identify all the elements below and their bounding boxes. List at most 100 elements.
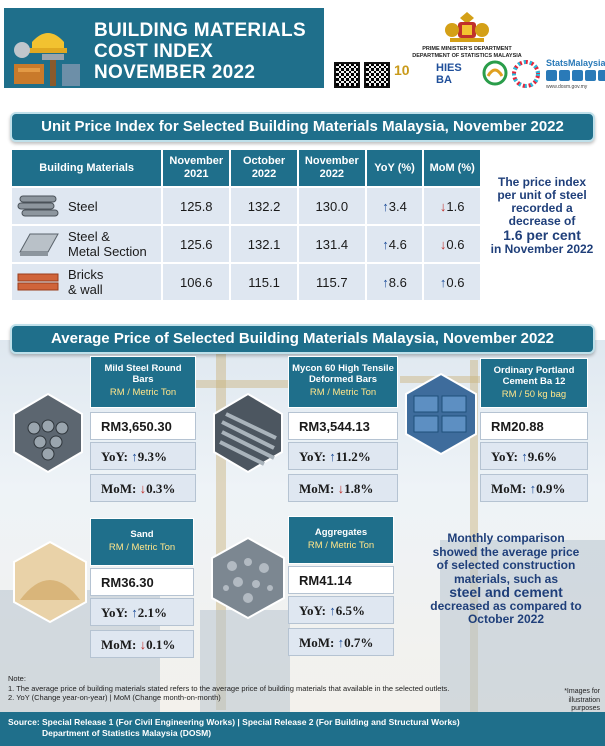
column-header: MoM (%) — [424, 150, 480, 186]
qr-code-icon[interactable] — [334, 62, 360, 88]
price-cement: RM20.88 — [480, 412, 588, 440]
mom-cement: MoM: ↑0.9% — [480, 474, 588, 502]
header: BUILDING MATERIALS COST INDEX NOVEMBER 2… — [0, 0, 605, 92]
coat-of-arms-icon — [445, 12, 489, 42]
mom-sand: MoM: ↓0.1% — [90, 630, 194, 658]
value-cell: 131.4 — [298, 226, 365, 262]
yoy-aggregates: YoY: ↑6.5% — [288, 596, 394, 624]
steel-summary-note: The price index per unit of steel record… — [490, 175, 594, 256]
yoy-sand: YoY: ↑2.1% — [90, 598, 194, 626]
monthly-comparison-note: Monthly comparison showed the average pr… — [430, 531, 582, 626]
material-cell: Bricks & wall — [12, 264, 162, 300]
price-sand: RM36.30 — [90, 568, 194, 596]
up-arrow-icon: ↑ — [329, 449, 336, 464]
section-title-average-price: Average Price of Selected Building Mater… — [10, 324, 595, 354]
anniversary-logo: 10 — [394, 62, 410, 78]
value-cell: 132.1 — [231, 226, 297, 262]
card-title-aggregates: Aggregates RM / Metric Ton — [288, 516, 394, 564]
yoy-cell: ↑8.6 — [366, 264, 423, 300]
yoy-cell: ↑4.6 — [366, 226, 423, 262]
title-line-2: COST INDEX — [94, 41, 214, 62]
bricks-icon — [17, 273, 59, 291]
table-row: Steel 125.8 132.2 130.0 ↑3.4 ↓1.6 — [12, 188, 480, 224]
card-title-sand: Sand RM / Metric Ton — [90, 518, 194, 566]
up-arrow-icon: ↑ — [521, 449, 528, 464]
table-row: Bricks & wall 106.6 115.1 115.7 ↑8.6 ↑0.6 — [12, 264, 480, 300]
up-arrow-icon: ↑ — [529, 481, 537, 496]
title-line-3: NOVEMBER 2022 — [94, 62, 256, 83]
yoy-mycon-60: YoY: ↑11.2% — [288, 442, 398, 470]
down-arrow-icon: ↓ — [139, 481, 147, 496]
mom-cell: ↓1.6 — [424, 188, 480, 224]
aggregates-photo — [211, 536, 285, 620]
yoy-cell: ↑3.4 — [366, 188, 423, 224]
up-arrow-icon: ↑ — [329, 603, 336, 618]
social-icons — [546, 70, 605, 81]
steel-bars-photo — [13, 392, 83, 474]
title-band: BUILDING MATERIALS COST INDEX NOVEMBER 2… — [4, 8, 324, 88]
tiktok-icon[interactable] — [598, 70, 605, 81]
metal-sheet-icon — [19, 233, 59, 256]
instagram-icon[interactable] — [559, 70, 570, 81]
column-header: November 2022 — [298, 150, 365, 186]
youtube-icon[interactable] — [585, 70, 596, 81]
value-cell: 130.0 — [298, 188, 365, 224]
column-header: October 2022 — [231, 150, 297, 186]
up-arrow-icon: ↑ — [382, 236, 389, 252]
sdg-wheel-icon — [512, 60, 540, 88]
yoy-cement: YoY: ↑9.6% — [480, 442, 588, 470]
mom-cell: ↓0.6 — [424, 226, 480, 262]
website-link[interactable]: www.dosm.gov.my — [546, 84, 588, 90]
value-cell: 115.7 — [298, 264, 365, 300]
mom-mycon-60: MoM: ↓1.8% — [288, 474, 398, 502]
table-row: Steel & Metal Section 125.6 132.1 131.4 ↑… — [12, 226, 480, 262]
up-arrow-icon: ↑ — [439, 274, 447, 290]
price-index-table: Building Materials November 2021 October… — [10, 148, 482, 302]
department-name: PRIME MINISTER'S DEPARTMENT DEPARTMENT O… — [412, 46, 522, 59]
up-arrow-icon: ↑ — [382, 274, 389, 290]
value-cell: 132.2 — [231, 188, 297, 224]
infographic-title: BUILDING MATERIALS COST INDEX NOVEMBER 2… — [94, 20, 306, 83]
price-mycon-60: RM3,544.13 — [288, 412, 398, 440]
up-arrow-icon: ↑ — [382, 198, 389, 214]
deformed-bars-photo — [213, 392, 283, 474]
image-disclaimer: *Images for illustration purposes — [564, 688, 600, 712]
logo-area: PRIME MINISTER'S DEPARTMENT DEPARTMENT O… — [332, 6, 605, 90]
hies-ba-logo: HIES BA — [436, 62, 462, 86]
mom-mild-steel: MoM: ↓0.3% — [90, 474, 196, 502]
value-cell: 125.8 — [163, 188, 230, 224]
down-arrow-icon: ↓ — [337, 481, 345, 496]
steel-pipes-icon — [17, 195, 59, 217]
construction-tools-icon — [14, 33, 80, 86]
section-title-index: Unit Price Index for Selected Building M… — [10, 112, 595, 142]
price-mild-steel: RM3,650.30 — [90, 412, 196, 440]
down-arrow-icon: ↓ — [439, 198, 447, 214]
value-cell: 125.6 — [163, 226, 230, 262]
material-cell: Steel & Metal Section — [12, 226, 162, 262]
qr-code-icon[interactable] — [364, 62, 390, 88]
value-cell: 106.6 — [163, 264, 230, 300]
twitter-icon[interactable] — [572, 70, 583, 81]
card-title-mycon-60: Mycon 60 High Tensile Deformed Bars RM /… — [288, 356, 398, 408]
cement-bags-photo — [405, 372, 477, 456]
column-header: November 2021 — [163, 150, 230, 186]
title-line-1: BUILDING MATERIALS — [94, 20, 306, 41]
footnotes: Note: 1. The average price of building m… — [8, 674, 450, 702]
material-cell: Steel — [12, 188, 162, 224]
up-arrow-icon: ↑ — [131, 449, 138, 464]
source-footer: Source: Special Release 1 (For Civil Eng… — [0, 712, 605, 746]
value-cell: 115.1 — [231, 264, 297, 300]
table-header-row: Building Materials November 2021 October… — [12, 150, 480, 186]
mom-aggregates: MoM: ↑0.7% — [288, 628, 394, 656]
column-header: Building Materials — [12, 150, 162, 186]
down-arrow-icon: ↓ — [139, 637, 147, 652]
card-title-mild-steel: Mild Steel Round Bars RM / Metric Ton — [90, 356, 196, 408]
census-logo-icon — [482, 60, 508, 86]
stats-malaysia-brand: StatsMalaysia — [546, 58, 605, 68]
up-arrow-icon: ↑ — [131, 605, 138, 620]
yoy-mild-steel: YoY: ↑9.3% — [90, 442, 196, 470]
facebook-icon[interactable] — [546, 70, 557, 81]
sand-photo — [13, 540, 87, 624]
mom-cell: ↑0.6 — [424, 264, 480, 300]
column-header: YoY (%) — [366, 150, 423, 186]
